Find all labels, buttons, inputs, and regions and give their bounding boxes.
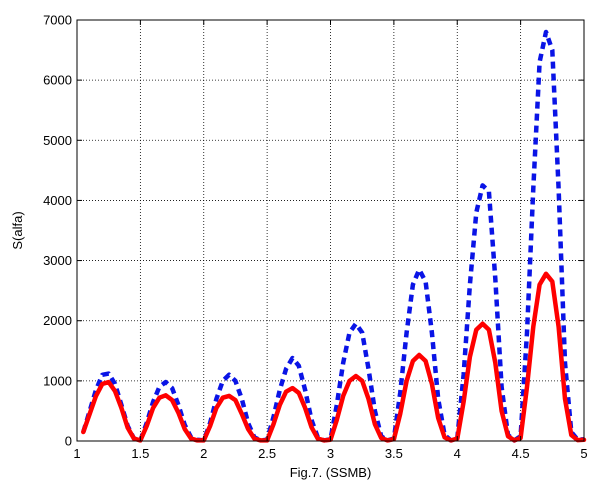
x-tick-label: 4 xyxy=(454,446,461,461)
tick-marks xyxy=(76,19,585,442)
y-tick-label: 1000 xyxy=(43,373,72,388)
x-tick-label: 4.5 xyxy=(512,446,530,461)
grid-lines xyxy=(77,20,584,441)
dashed-series-line xyxy=(81,29,585,443)
x-tick-label: 3.5 xyxy=(385,446,403,461)
solid-series-line xyxy=(81,271,587,443)
x-tick-label: 1 xyxy=(73,446,80,461)
y-tick-label: 0 xyxy=(65,434,72,449)
series-lines xyxy=(81,29,587,443)
y-tick-label: 3000 xyxy=(43,253,72,268)
x-tick-label: 5 xyxy=(580,446,587,461)
x-tick-labels: 1 1.5 2 2.5 3 3.5 4 4.5 5 xyxy=(73,446,587,461)
y-tick-label: 7000 xyxy=(43,13,72,28)
y-tick-labels: 0 1000 2000 3000 4000 5000 6000 7000 xyxy=(43,13,72,449)
x-tick-label: 1.5 xyxy=(131,446,149,461)
y-tick-label: 6000 xyxy=(43,73,72,88)
y-tick-label: 4000 xyxy=(43,193,72,208)
y-tick-label: 2000 xyxy=(43,313,72,328)
x-tick-label: 2.5 xyxy=(258,446,276,461)
y-axis-label: S(alfa) xyxy=(10,211,25,249)
y-tick-label: 5000 xyxy=(43,133,72,148)
x-tick-label: 2 xyxy=(200,446,207,461)
x-axis-label: Fig.7. (SSMB) xyxy=(290,465,372,480)
x-tick-label: 3 xyxy=(327,446,334,461)
